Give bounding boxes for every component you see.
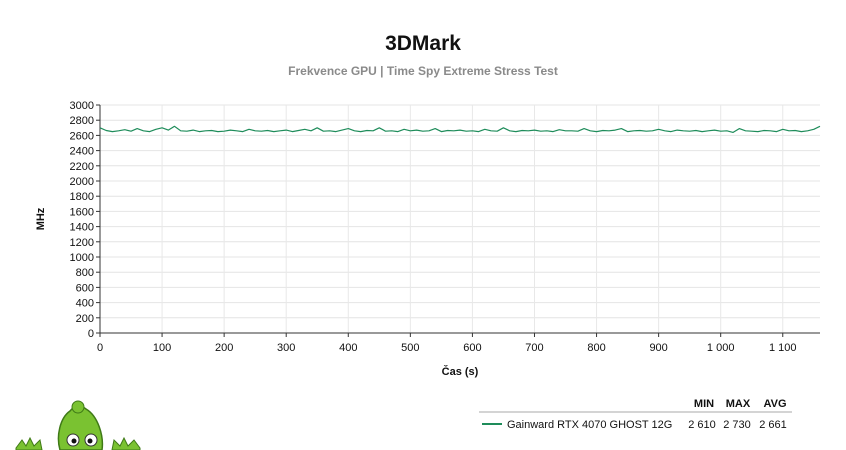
y-tick-label: 1600 [70,206,94,218]
x-tick-label: 200 [215,342,233,354]
x-tick-label: 1 100 [769,342,797,354]
chart-subtitle: Frekvence GPU | Time Spy Extreme Stress … [288,64,558,78]
y-tick-label: 2400 [70,146,94,158]
x-tick-label: 700 [525,342,543,354]
series-group [99,125,821,133]
chart-title: 3DMark [385,32,461,55]
legend-series-min: 2 610 [688,419,716,431]
green-mascot-icon [15,400,141,450]
y-tick-label: 1000 [70,252,94,264]
y-tick-label: 2600 [70,130,94,142]
y-tick-label: 1800 [70,191,94,203]
y-tick-label: 400 [76,298,94,310]
legend-series-avg: 2 661 [759,419,787,431]
y-tick-label: 1200 [70,237,94,249]
x-tick-label: 0 [97,342,103,354]
x-tick-label: 800 [587,342,605,354]
legend-header-max: MAX [726,398,751,410]
x-tick-label: 1 000 [707,342,735,354]
legend-series-max: 2 730 [723,419,751,431]
y-tick-label: 200 [76,313,94,325]
x-tick-label: 500 [401,342,419,354]
x-tick-label: 100 [153,342,171,354]
x-tick-label: 600 [463,342,481,354]
legend-header-avg: AVG [763,398,786,410]
legend: MIN MAX AVG Gainward RTX 4070 GHOST 12G … [479,398,792,431]
y-tick-label: 2000 [70,176,94,188]
y-tick-label: 600 [76,282,94,294]
y-tick-label: 2800 [70,115,94,127]
y-axis-label: MHz [35,207,47,230]
y-tick-label: 2200 [70,161,94,173]
x-tick-label: 900 [649,342,667,354]
x-tick-label: 400 [339,342,357,354]
y-tick-label: 800 [76,267,94,279]
x-axis-ticks: 0 100 200 300 400 500 600 700 800 900 1 000 1 100 [97,333,797,354]
y-tick-label: 0 [88,328,94,340]
x-tick-label: 300 [277,342,295,354]
y-tick-label: 3000 [70,100,94,112]
legend-series-name: Gainward RTX 4070 GHOST 12G [507,419,672,431]
series-line [99,125,821,133]
x-axis-label: Čas (s) [442,365,479,378]
y-axis-ticks: 0 200 400 600 800 1000 1200 1400 1600 1800 2000 220… [70,100,100,340]
legend-header-min: MIN [694,398,714,410]
grid-lines [100,104,820,333]
y-tick-label: 1400 [70,222,94,234]
